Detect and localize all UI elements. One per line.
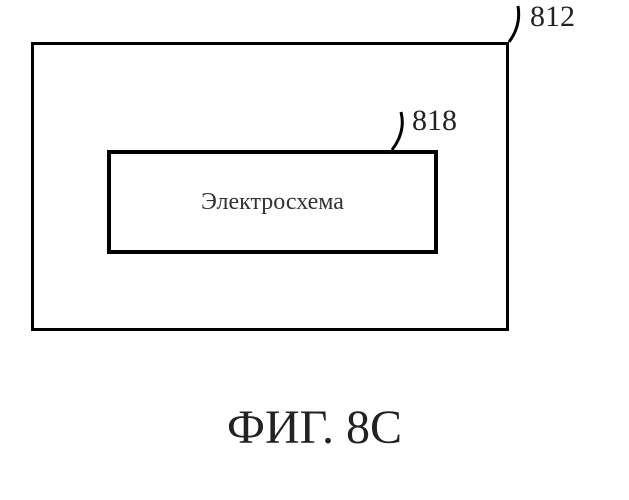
inner-rectangle: Электросхема bbox=[107, 150, 438, 254]
reference-number-818: 818 bbox=[412, 104, 457, 138]
inner-box-label: Электросхема bbox=[201, 189, 344, 216]
figure-caption: ФИГ. 8C bbox=[0, 400, 629, 455]
reference-number-812: 812 bbox=[530, 0, 575, 34]
